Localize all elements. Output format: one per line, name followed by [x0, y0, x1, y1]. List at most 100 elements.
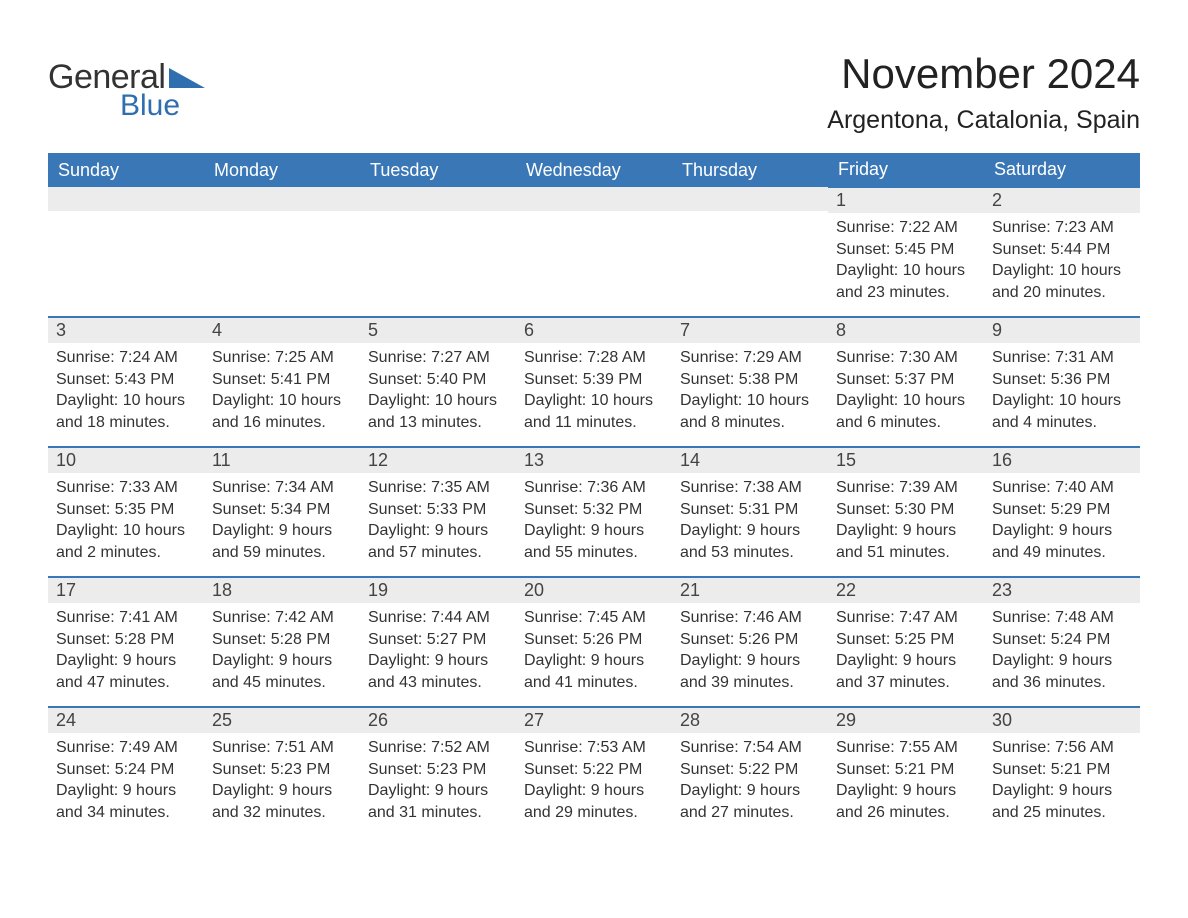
sunset-line: Sunset: 5:44 PM: [992, 239, 1132, 261]
sunset-line-label: Sunset:: [368, 501, 427, 518]
sunrise-line: Sunrise: 7:34 AM: [212, 477, 352, 499]
sunrise-line: Sunrise: 7:47 AM: [836, 607, 976, 629]
sunset-line-value: 5:21 PM: [895, 761, 955, 778]
calendar-day-cell: 29Sunrise: 7:55 AMSunset: 5:21 PMDayligh…: [828, 707, 984, 837]
sunrise-line-value: 7:47 AM: [899, 609, 958, 626]
day-number: 4: [204, 318, 360, 343]
sunrise-line: Sunrise: 7:54 AM: [680, 737, 820, 759]
sunrise-line-label: Sunrise:: [836, 609, 899, 626]
sunrise-line: Sunrise: 7:36 AM: [524, 477, 664, 499]
sunset-line-label: Sunset:: [368, 761, 427, 778]
sunrise-line-label: Sunrise:: [992, 349, 1055, 366]
sunrise-line: Sunrise: 7:42 AM: [212, 607, 352, 629]
day-details: Sunrise: 7:34 AMSunset: 5:34 PMDaylight:…: [204, 473, 360, 573]
sunrise-line-value: 7:34 AM: [275, 479, 334, 496]
day-number: 12: [360, 448, 516, 473]
daylight-line: Daylight: 9 hours and 37 minutes.: [836, 650, 976, 693]
sunrise-line-label: Sunrise:: [836, 349, 899, 366]
sunset-line: Sunset: 5:22 PM: [680, 759, 820, 781]
sunrise-line-label: Sunrise:: [56, 349, 119, 366]
daylight-line: Daylight: 9 hours and 45 minutes.: [212, 650, 352, 693]
sunset-line: Sunset: 5:35 PM: [56, 499, 196, 521]
sunrise-line-label: Sunrise:: [680, 609, 743, 626]
sunset-line-value: 5:27 PM: [427, 631, 487, 648]
calendar-empty-cell: [516, 187, 672, 317]
sunrise-line-value: 7:38 AM: [743, 479, 802, 496]
sunrise-line-label: Sunrise:: [992, 219, 1055, 236]
calendar-empty-cell: [360, 187, 516, 317]
calendar-day-cell: 22Sunrise: 7:47 AMSunset: 5:25 PMDayligh…: [828, 577, 984, 707]
day-number: 26: [360, 708, 516, 733]
sunset-line-label: Sunset:: [524, 371, 583, 388]
sunset-line-value: 5:28 PM: [115, 631, 175, 648]
day-number: 18: [204, 578, 360, 603]
daylight-line: Daylight: 9 hours and 29 minutes.: [524, 780, 664, 823]
sunset-line-label: Sunset:: [56, 371, 115, 388]
sunset-line: Sunset: 5:25 PM: [836, 629, 976, 651]
day-number: 24: [48, 708, 204, 733]
daylight-line-label: Daylight:: [212, 392, 279, 409]
sunset-line: Sunset: 5:31 PM: [680, 499, 820, 521]
sunrise-line-value: 7:54 AM: [743, 739, 802, 756]
day-number: 8: [828, 318, 984, 343]
sunset-line-label: Sunset:: [212, 761, 271, 778]
sunrise-line-label: Sunrise:: [368, 739, 431, 756]
sunset-line-label: Sunset:: [368, 371, 427, 388]
daylight-line-label: Daylight:: [524, 652, 591, 669]
day-details: Sunrise: 7:55 AMSunset: 5:21 PMDaylight:…: [828, 733, 984, 833]
calendar-day-cell: 26Sunrise: 7:52 AMSunset: 5:23 PMDayligh…: [360, 707, 516, 837]
daylight-line-label: Daylight:: [212, 522, 279, 539]
daylight-line-label: Daylight:: [992, 522, 1059, 539]
sunrise-line-label: Sunrise:: [680, 349, 743, 366]
sunset-line: Sunset: 5:29 PM: [992, 499, 1132, 521]
daylight-line: Daylight: 10 hours and 11 minutes.: [524, 390, 664, 433]
daylight-line: Daylight: 9 hours and 47 minutes.: [56, 650, 196, 693]
daylight-line: Daylight: 9 hours and 39 minutes.: [680, 650, 820, 693]
sunset-line: Sunset: 5:28 PM: [56, 629, 196, 651]
sunset-line-value: 5:23 PM: [427, 761, 487, 778]
sunset-line-value: 5:45 PM: [895, 241, 955, 258]
sunrise-line-value: 7:41 AM: [119, 609, 178, 626]
sunset-line-value: 5:32 PM: [583, 501, 643, 518]
day-details: Sunrise: 7:40 AMSunset: 5:29 PMDaylight:…: [984, 473, 1140, 573]
sunrise-line-label: Sunrise:: [368, 349, 431, 366]
sunset-line-label: Sunset:: [992, 501, 1051, 518]
daylight-line: Daylight: 9 hours and 34 minutes.: [56, 780, 196, 823]
sunset-line-label: Sunset:: [680, 501, 739, 518]
sunrise-line-label: Sunrise:: [680, 479, 743, 496]
day-details: Sunrise: 7:51 AMSunset: 5:23 PMDaylight:…: [204, 733, 360, 833]
day-details: Sunrise: 7:47 AMSunset: 5:25 PMDaylight:…: [828, 603, 984, 703]
day-number: 27: [516, 708, 672, 733]
daylight-line-label: Daylight:: [368, 782, 435, 799]
sunrise-line: Sunrise: 7:25 AM: [212, 347, 352, 369]
empty-day-strip: [516, 187, 672, 211]
daylight-line-label: Daylight:: [524, 782, 591, 799]
daylight-line: Daylight: 10 hours and 6 minutes.: [836, 390, 976, 433]
sunset-line: Sunset: 5:21 PM: [836, 759, 976, 781]
sunset-line-label: Sunset:: [992, 371, 1051, 388]
day-details: Sunrise: 7:31 AMSunset: 5:36 PMDaylight:…: [984, 343, 1140, 443]
daylight-line-label: Daylight:: [56, 392, 123, 409]
daylight-line: Daylight: 9 hours and 41 minutes.: [524, 650, 664, 693]
daylight-line: Daylight: 10 hours and 13 minutes.: [368, 390, 508, 433]
logo: General Blue: [48, 50, 205, 123]
day-number: 28: [672, 708, 828, 733]
calendar-day-cell: 13Sunrise: 7:36 AMSunset: 5:32 PMDayligh…: [516, 447, 672, 577]
sunrise-line: Sunrise: 7:49 AM: [56, 737, 196, 759]
sunrise-line: Sunrise: 7:39 AM: [836, 477, 976, 499]
calendar-day-cell: 24Sunrise: 7:49 AMSunset: 5:24 PMDayligh…: [48, 707, 204, 837]
calendar-empty-cell: [48, 187, 204, 317]
sunrise-line-value: 7:33 AM: [119, 479, 178, 496]
sunrise-line-value: 7:44 AM: [431, 609, 490, 626]
sunset-line-label: Sunset:: [836, 241, 895, 258]
sunrise-line-value: 7:51 AM: [275, 739, 334, 756]
calendar-day-cell: 21Sunrise: 7:46 AMSunset: 5:26 PMDayligh…: [672, 577, 828, 707]
daylight-line: Daylight: 9 hours and 51 minutes.: [836, 520, 976, 563]
sunset-line: Sunset: 5:27 PM: [368, 629, 508, 651]
day-number: 19: [360, 578, 516, 603]
sunset-line-value: 5:40 PM: [427, 371, 487, 388]
sunset-line-value: 5:44 PM: [1051, 241, 1111, 258]
month-title: November 2024: [827, 50, 1140, 98]
calendar-day-cell: 27Sunrise: 7:53 AMSunset: 5:22 PMDayligh…: [516, 707, 672, 837]
sunrise-line-label: Sunrise:: [56, 609, 119, 626]
